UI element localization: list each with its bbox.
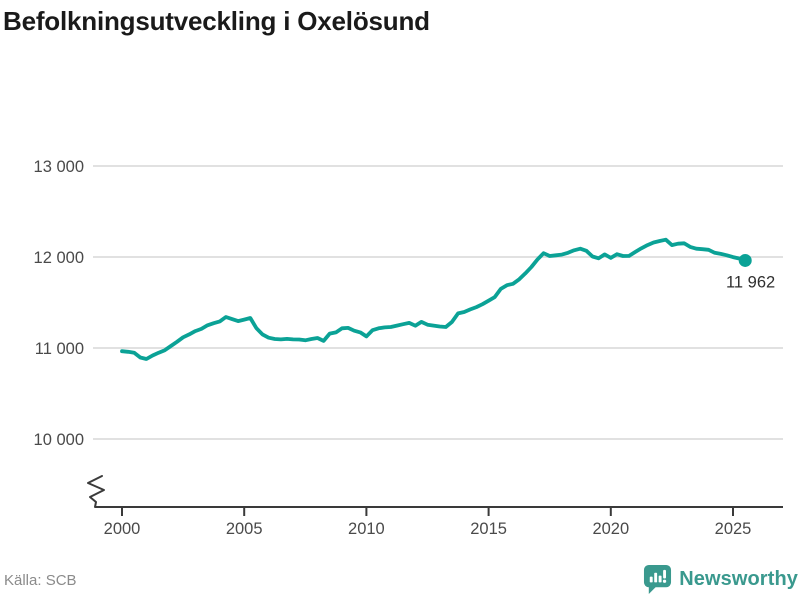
x-tick-label-2025: 2025: [715, 520, 752, 538]
x-tick-label-2015: 2015: [470, 520, 507, 538]
newsworthy-icon: [644, 565, 672, 594]
last-point-dot: [738, 253, 752, 267]
newsworthy-wordmark: Newsworthy: [679, 568, 798, 590]
population-line: [120, 237, 748, 361]
axis-break-icon: [87, 475, 105, 508]
y-tick-label-12000: 12 000: [34, 249, 84, 267]
x-tick-label-2005: 2005: [226, 520, 263, 538]
newsworthy-logo[interactable]: Newsworthy: [643, 564, 798, 595]
chart-title: Befolkningsutveckling i Oxelösund: [3, 6, 430, 36]
y-tick-label-13000: 13 000: [34, 158, 84, 176]
x-tick-label-2020: 2020: [592, 520, 629, 538]
x-tick-label-2000: 2000: [104, 520, 141, 538]
source-label: Källa: SCB: [4, 572, 77, 589]
x-tick-label-2010: 2010: [348, 520, 385, 538]
y-tick-label-11000: 11 000: [35, 340, 84, 358]
last-point-label: 11 962: [726, 273, 775, 291]
y-tick-label-10000: 10 000: [34, 431, 84, 449]
population-line-chart: 13 000 12 000 11 000 10 000 11 962 2000 2005 20…: [34, 158, 783, 538]
